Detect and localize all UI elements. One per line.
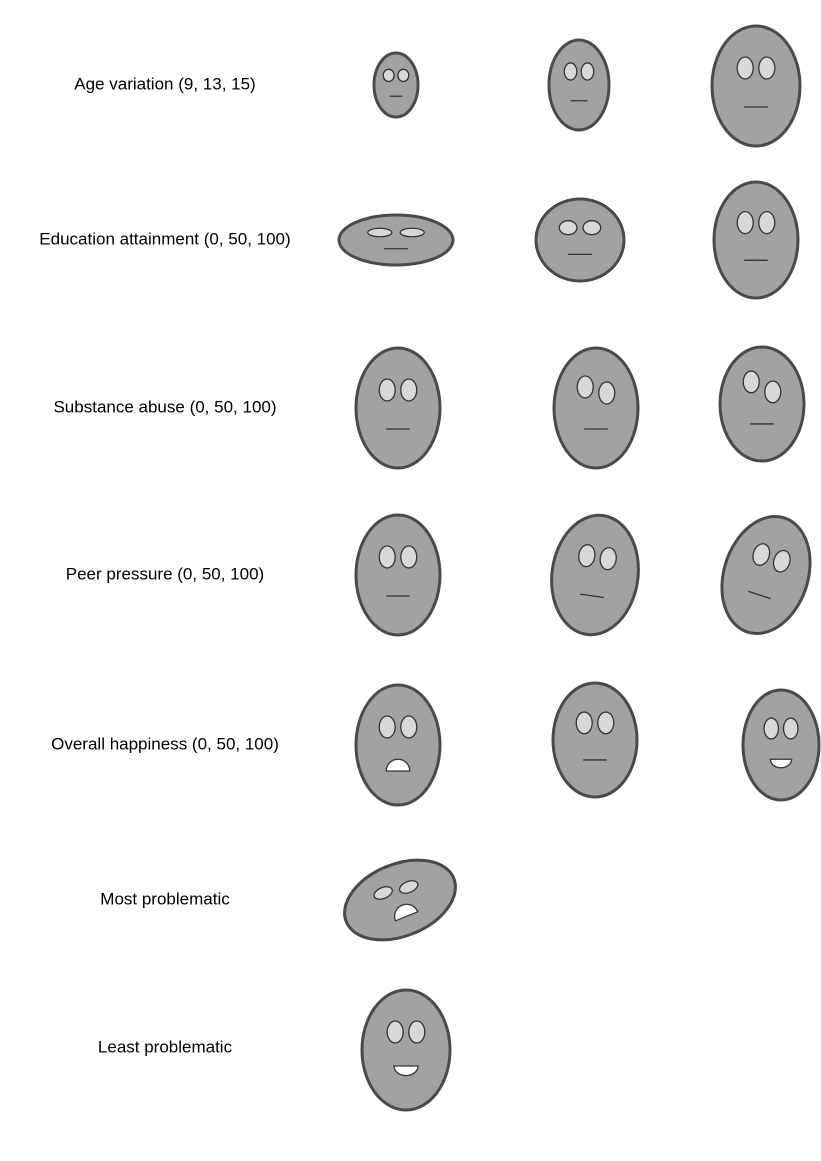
eye [764,380,782,404]
face [354,683,442,807]
row-label: Overall happiness (0, 50, 100) [51,734,279,753]
face [534,197,626,283]
face-outline [372,51,420,119]
eye [578,544,596,568]
face [372,51,420,119]
face-outline [741,688,821,802]
row-label: Education attainment (0, 50, 100) [39,229,290,248]
mouth [393,1065,419,1077]
eye [378,378,396,402]
eye [598,381,616,405]
eye [782,717,799,740]
eye [576,375,594,399]
face-outline [710,24,802,148]
eye [736,210,754,235]
eye [758,210,776,235]
eye [408,1020,426,1044]
mouth [385,758,411,772]
eye [597,711,615,735]
eye [575,711,593,735]
mouth [393,903,419,922]
eye [397,68,410,83]
eye [558,220,578,236]
face [720,514,812,636]
mouth [748,590,771,600]
eye [772,549,791,573]
face [354,513,442,637]
eye [373,886,393,900]
face [741,688,821,802]
eye [400,715,418,739]
face-outline [354,513,442,637]
eye [378,715,396,739]
face-outline [534,197,626,283]
face [360,988,452,1112]
mouth [580,593,605,599]
face [547,38,611,132]
eye [386,1020,404,1044]
eye [758,56,776,80]
row-label: Most problematic [100,889,230,908]
face [718,345,806,463]
face [550,513,640,637]
eye [400,378,418,402]
eye [599,547,617,571]
face [337,213,455,267]
face-outline [551,681,639,799]
eye [742,370,760,394]
mouth [769,758,793,769]
eye [367,227,393,238]
eye [736,56,754,80]
face-outline [552,346,640,470]
face-outline [343,858,457,942]
face [710,24,802,148]
face-outline [360,988,452,1112]
row-label: Peer pressure (0, 50, 100) [66,564,264,583]
face-outline [550,513,640,637]
eye [382,68,395,83]
row-label: Least problematic [98,1037,233,1056]
eye [582,220,602,236]
face [343,858,457,942]
face-outline [718,345,806,463]
eye [399,227,425,238]
face [354,346,442,470]
eye [763,717,780,740]
eye [752,543,771,566]
face-outline [547,38,611,132]
eye [563,62,578,81]
face [551,681,639,799]
eye [580,62,595,81]
face-outline [712,180,800,300]
eye [378,545,396,569]
face-outline [337,213,455,267]
eye [398,880,419,894]
eye [400,545,418,569]
row-label: Age variation (9, 13, 15) [74,74,255,93]
row-label: Substance abuse (0, 50, 100) [53,397,276,416]
face [712,180,800,300]
face [552,346,640,470]
face-outline [720,514,812,636]
face-outline [354,683,442,807]
face-outline [354,346,442,470]
